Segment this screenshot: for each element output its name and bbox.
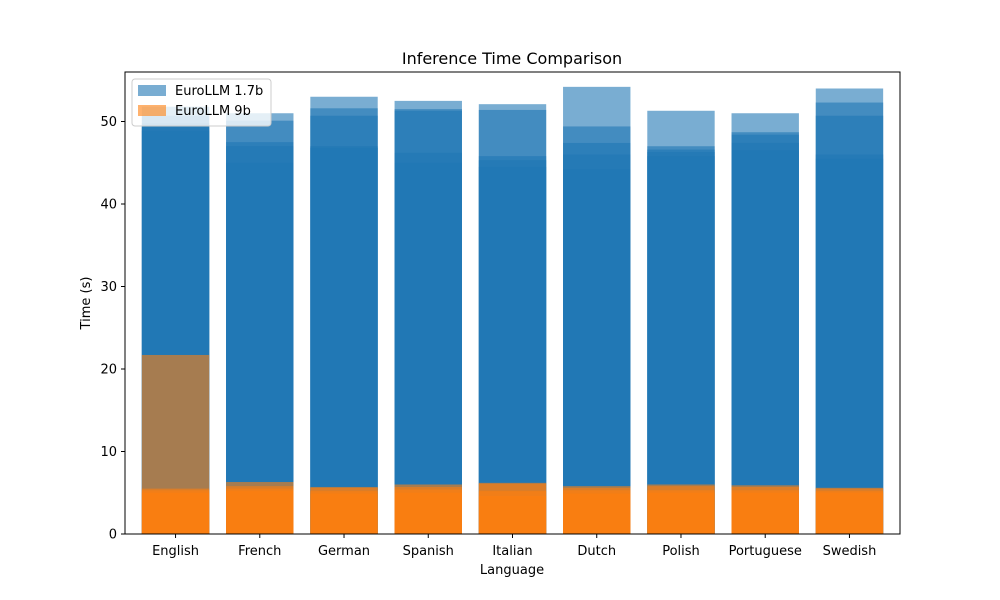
y-tick-label-10: 10 <box>100 445 117 460</box>
bar-eurollm-9b-spanish-run-4 <box>394 492 462 534</box>
legend: EuroLLM 1.7b EuroLLM 9b <box>131 78 272 127</box>
y-tick-label-0: 0 <box>109 528 117 543</box>
x-tick-label-english: English <box>152 544 199 559</box>
bar-eurollm-1-7b-italian-run-5 <box>478 166 547 534</box>
y-tick-label-30: 30 <box>100 280 117 295</box>
y-tick-label-40: 40 <box>100 198 117 213</box>
bar-eurollm-9b-dutch-run-4 <box>563 493 631 534</box>
bar-eurollm-1-7b-dutch-run-5 <box>563 169 631 534</box>
bar-eurollm-9b-italian-run-4 <box>478 496 547 534</box>
bar-eurollm-1-7b-portuguese-run-5 <box>731 150 799 534</box>
bar-eurollm-1-7b-spanish-run-5 <box>394 162 462 534</box>
legend-box <box>131 78 272 127</box>
x-tick-label-italian: Italian <box>492 544 532 559</box>
y-axis: 0 10 20 30 40 50 <box>100 115 125 543</box>
bar-eurollm-9b-french-run-4 <box>226 491 294 534</box>
bar-eurollm-1-7b-swedish-run-5 <box>815 158 884 534</box>
y-tick-label-50: 50 <box>100 115 117 130</box>
y-tick-label-20: 20 <box>100 363 117 378</box>
legend-label-eurollm-9b: EuroLLM 9b <box>175 104 251 119</box>
x-tick-label-portuguese: Portuguese <box>729 544 802 559</box>
bar-eurollm-1-7b-polish-run-5 <box>647 156 715 534</box>
bar-eurollm-9b-german-run-4 <box>310 493 378 534</box>
x-tick-label-polish: Polish <box>662 544 700 559</box>
bar-eurollm-1-7b-french-run-5 <box>226 162 294 534</box>
legend-label-eurollm-1-7b: EuroLLM 1.7b <box>175 84 263 99</box>
bar-eurollm-9b-polish-run-4 <box>647 492 715 534</box>
bar-eurollm-1-7b-german-run-5 <box>310 147 378 534</box>
chart-title: Inference Time Comparison <box>402 49 622 68</box>
x-tick-label-dutch: Dutch <box>577 544 616 559</box>
x-tick-label-french: French <box>238 544 281 559</box>
bar-eurollm-9b-english-run-4 <box>141 492 210 534</box>
y-axis-label: Time (s) <box>79 277 94 331</box>
legend-swatch-eurollm-9b <box>138 105 166 116</box>
x-tick-label-german: German <box>318 544 370 559</box>
x-axis: English French German Spanish Italian Dutch Po… <box>152 534 876 559</box>
x-tick-label-swedish: Swedish <box>823 544 877 559</box>
x-axis-label: Language <box>480 563 544 578</box>
bar-eurollm-9b-swedish-run-4 <box>815 492 884 534</box>
bars-layer <box>141 86 884 535</box>
x-tick-label-spanish: Spanish <box>403 544 454 559</box>
legend-swatch-eurollm-1-7b <box>138 85 166 96</box>
bar-eurollm-9b-portuguese-run-4 <box>731 492 799 534</box>
